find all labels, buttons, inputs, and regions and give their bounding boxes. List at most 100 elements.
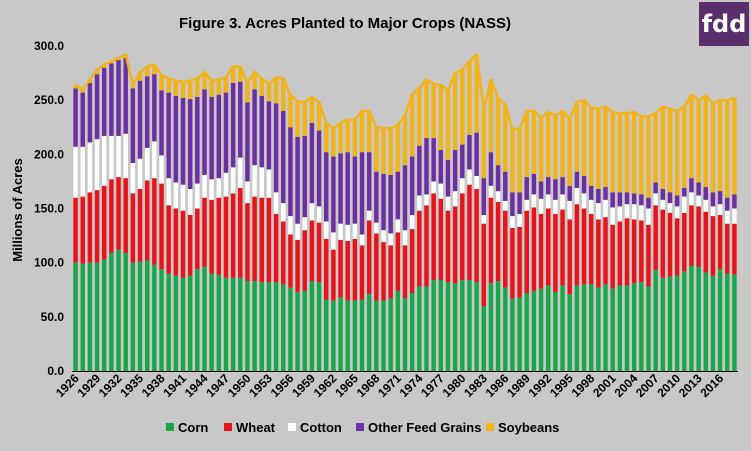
bar-segment xyxy=(395,232,401,291)
bar-segment xyxy=(109,252,114,371)
bar-segment xyxy=(159,183,164,270)
bar-segment xyxy=(345,300,350,371)
y-tick-label: 150.0 xyxy=(34,202,64,216)
bar-segment xyxy=(216,178,222,198)
bar-segment xyxy=(180,81,186,98)
bar-segment xyxy=(725,223,730,274)
bar-segment xyxy=(245,281,250,371)
y-tick-label: 100.0 xyxy=(34,256,64,270)
bar-segment xyxy=(460,193,465,280)
bar-segment xyxy=(424,194,429,206)
bar-segment xyxy=(488,152,494,186)
bar-segment xyxy=(316,282,322,371)
bar-segment xyxy=(366,111,372,153)
bar-segment xyxy=(581,176,587,194)
bar-segment xyxy=(588,284,594,371)
bar-segment xyxy=(517,192,522,214)
bar-segment xyxy=(137,158,143,189)
bar-segment xyxy=(517,226,522,298)
bar-segment xyxy=(338,153,343,224)
bar-segment xyxy=(230,277,236,371)
legend-label: Soybeans xyxy=(498,420,559,435)
bar-segment xyxy=(309,203,315,221)
bar-segment xyxy=(266,101,272,170)
bar-segment xyxy=(553,179,558,200)
bar-segment xyxy=(653,113,658,183)
legend-swatch xyxy=(224,423,232,431)
bar-segment xyxy=(352,223,358,239)
bar-segment xyxy=(123,57,128,134)
bar-segment xyxy=(366,152,372,211)
bar-segment xyxy=(259,167,264,198)
bar-segment xyxy=(137,261,143,371)
bar-segment xyxy=(524,199,529,211)
bar-segment xyxy=(102,135,107,186)
bar-segment xyxy=(166,273,171,371)
bar-segment xyxy=(581,208,587,285)
bar-segment xyxy=(574,187,580,205)
bar-segment xyxy=(281,203,286,222)
bar-segment xyxy=(94,262,100,371)
bar-segment xyxy=(202,72,207,90)
bar-segment xyxy=(438,183,444,199)
bar-segment xyxy=(431,83,436,139)
bar-segment xyxy=(116,135,121,178)
bar-segment xyxy=(295,291,300,371)
bar-segment xyxy=(667,192,673,204)
bar-segment xyxy=(546,208,551,286)
bar-segment xyxy=(395,290,401,371)
bar-segment xyxy=(345,224,350,241)
bar-segment xyxy=(596,189,601,204)
bar-segment xyxy=(152,264,157,371)
bar-segment xyxy=(474,176,479,189)
bar-segment xyxy=(460,178,465,194)
bar-segment xyxy=(631,112,637,194)
bar-segment xyxy=(431,181,436,194)
bars xyxy=(73,54,737,371)
bar-segment xyxy=(309,220,315,282)
bar-segment xyxy=(674,218,680,276)
bar-segment xyxy=(538,117,544,182)
bar-segment xyxy=(510,192,515,217)
bar-segment xyxy=(431,280,436,371)
bar-segment xyxy=(216,94,222,179)
legend-swatch xyxy=(486,423,494,431)
bar-segment xyxy=(603,217,608,285)
bar-segment xyxy=(281,111,286,204)
bar-segment xyxy=(252,89,257,166)
bar-segment xyxy=(116,177,121,250)
bar-segment xyxy=(359,245,365,300)
bar-segment xyxy=(202,89,207,175)
bar-segment xyxy=(324,299,329,371)
bar-segment xyxy=(80,92,85,147)
bar-segment xyxy=(717,204,723,215)
bar-segment xyxy=(567,118,572,186)
bar-segment xyxy=(80,146,85,197)
bar-segment xyxy=(94,139,100,191)
bar-segment xyxy=(488,283,494,371)
bar-segment xyxy=(402,165,408,231)
bar-segment xyxy=(660,209,666,278)
bar-segment xyxy=(259,78,264,96)
bar-segment xyxy=(109,63,114,136)
bar-segment xyxy=(696,206,701,267)
bar-segment xyxy=(273,282,279,371)
bar-segment xyxy=(631,204,637,220)
bar-segment xyxy=(302,290,307,371)
bar-segment xyxy=(639,116,644,195)
bar-segment xyxy=(187,99,193,189)
bar-segment xyxy=(467,184,472,280)
bar-segment xyxy=(388,128,393,175)
bar-segment xyxy=(703,272,708,371)
bar-segment xyxy=(531,290,537,371)
bar-segment xyxy=(596,108,601,189)
bar-segment xyxy=(359,299,365,371)
bar-segment xyxy=(388,174,393,234)
bar-segment xyxy=(553,291,558,371)
bar-segment xyxy=(259,95,264,168)
bar-segment xyxy=(438,198,444,280)
bar-segment xyxy=(510,129,515,193)
bar-segment xyxy=(474,132,479,176)
y-axis-ticks: 0.0 50.0 100.0 150.0 200.0 250.0 300.0 xyxy=(34,39,64,378)
